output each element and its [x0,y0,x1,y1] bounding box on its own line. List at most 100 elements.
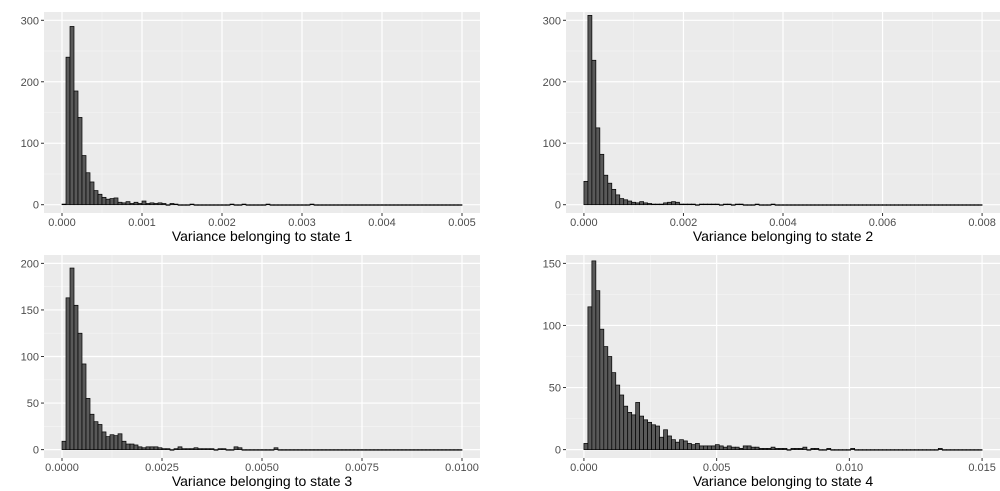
histogram-bar [249,204,255,206]
histogram-bar [297,204,303,206]
histogram-bar [615,384,621,450]
histogram-bar [133,201,139,206]
histogram-bar [667,435,672,450]
histogram-bar [445,449,451,451]
histogram-bar [341,204,347,206]
histogram-bar [193,447,199,450]
histogram-bar [217,204,223,206]
y-tick-label: 100 [543,320,561,332]
histogram-bar [834,204,840,206]
histogram-bar [898,204,903,206]
histogram-bar [671,439,676,450]
y-tick-label: 200 [21,258,39,270]
histogram-bar [325,449,331,451]
histogram-bar [165,448,171,450]
histogram-bar [635,402,641,450]
histogram-bar [595,290,601,450]
histogram-bar [910,449,915,451]
histogram-bar [357,449,363,451]
histogram-bar [969,204,975,206]
histogram-bar [918,204,923,206]
histogram-bar [141,200,147,206]
histogram-bar [734,446,740,450]
histogram-bar [718,445,724,450]
histogram-bar [894,449,899,451]
histogram-bar [691,444,696,450]
histogram-bar [285,204,291,206]
histogram-bar [949,449,955,451]
histogram-bar [309,449,315,451]
histogram-bar [734,203,740,206]
histogram-bar [73,304,79,450]
histogram-bar [421,204,427,206]
histogram-bar [774,204,780,206]
histogram-bar [822,204,828,206]
histogram-bar [125,201,131,206]
histogram-bar [810,204,816,206]
histogram-bar [806,449,812,451]
histogram-bar [277,204,283,206]
histogram-bar [305,449,311,451]
histogram-bar [445,204,451,206]
histogram-bar [754,446,760,450]
histogram-bar [93,421,99,450]
histogram-bar [659,203,664,206]
histogram-bar [770,446,776,450]
x-axis-title: Variance belonging to state 3 [172,473,353,489]
y-tick-label: 100 [21,138,39,150]
histogram-bar [969,449,975,451]
histogram-bar [794,448,800,450]
histogram-bar [866,449,871,451]
y-tick-label: 0 [555,200,561,212]
histogram-bar [269,204,275,206]
histogram-bar [317,204,323,206]
histogram-bar [695,204,700,206]
histogram-bar [631,201,637,206]
histogram-bar [373,204,379,206]
histogram-bar [385,204,391,206]
histogram-bar [758,448,764,450]
y-tick-label: 200 [543,77,561,89]
histogram-bar [453,204,459,206]
histogram-bar [361,204,367,206]
histogram-bar [858,449,863,451]
histogram-bar [679,439,684,450]
y-tick-label: 150 [21,305,39,317]
histogram-bar [413,204,419,206]
histogram-bar [842,449,848,451]
histogram-bar [297,449,303,451]
histogram-bar [941,204,947,206]
histogram-bar [425,449,431,451]
histogram-bar [265,203,271,206]
histogram-bar [121,440,127,450]
histogram-bar [193,204,199,206]
histogram-bar [898,449,903,451]
histogram-bar [977,204,983,206]
histogram-bar [81,363,87,450]
histogram-bar [695,443,700,450]
histogram-bar [706,445,712,450]
histogram-bar [301,204,307,206]
histogram-bar [177,204,183,206]
histogram-bar [714,203,720,206]
histogram-bar [758,204,764,206]
histogram-bar [281,204,287,206]
x-tick-label: 0.0000 [45,462,79,474]
histogram-bar [806,204,812,206]
histogram-bar [595,127,601,206]
histogram-bar [691,203,696,206]
histogram-bar [683,440,688,450]
histogram-bar [937,448,943,450]
x-axis-title: Variance belonging to state 2 [693,228,874,244]
histogram-bar [798,448,804,450]
histogram-bar [862,449,867,451]
histogram-bar [429,204,435,206]
histogram-bar [730,446,736,450]
histogram-bar [703,445,708,450]
histogram-bar [173,203,179,206]
histogram-bar [663,429,668,450]
x-tick-label: 0.0100 [445,462,479,474]
histogram-bar [457,449,463,451]
histogram-bar [333,204,339,206]
histogram-bar [623,405,629,450]
